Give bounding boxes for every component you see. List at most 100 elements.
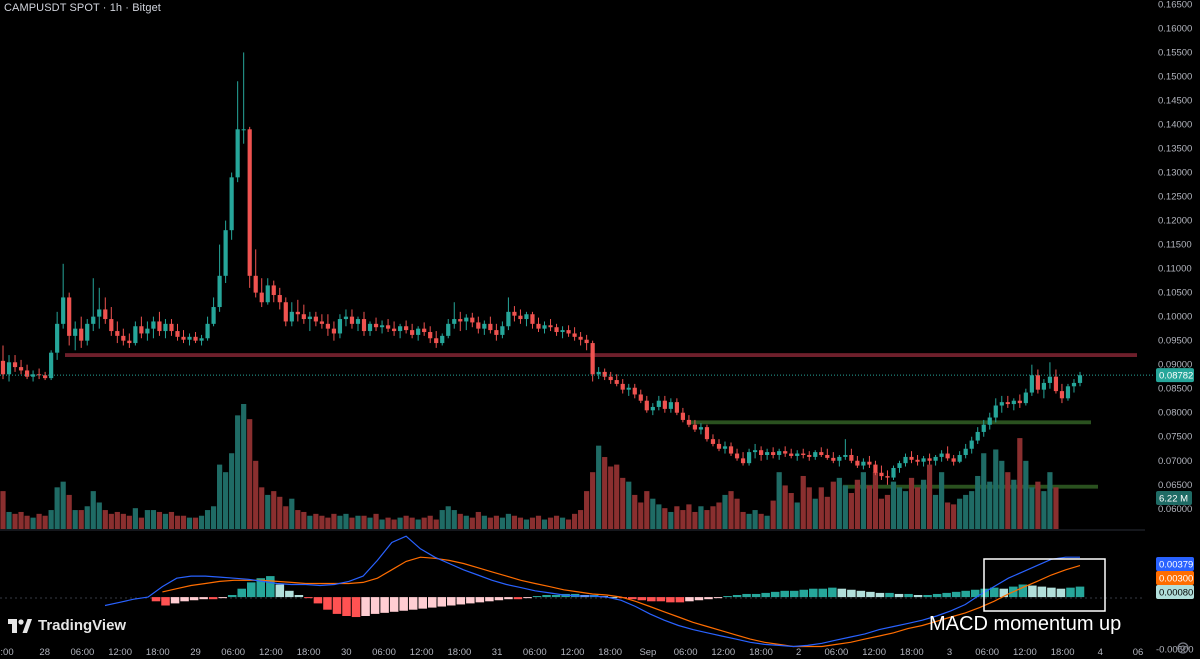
macd-histogram-bar <box>742 593 751 598</box>
macd-histogram-bar <box>551 595 561 598</box>
candle-body <box>289 311 294 322</box>
candle-body <box>145 328 150 334</box>
macd-histogram-bar <box>847 589 856 598</box>
macd-histogram-bar <box>704 597 713 600</box>
volume-bar <box>752 510 758 529</box>
macd-histogram-bar <box>447 597 456 606</box>
volume-bar <box>692 511 698 529</box>
volume-bar <box>162 513 169 529</box>
macd-histogram-bar <box>875 592 885 598</box>
macd-histogram-bar <box>713 597 723 599</box>
candle-body <box>698 427 704 430</box>
candle-body <box>199 338 204 341</box>
price-tick-label: 0.07500 <box>1158 432 1192 443</box>
macd-histogram-bar <box>218 597 227 599</box>
candle-body <box>343 316 349 320</box>
time-tick-label: 06:00 <box>221 647 245 658</box>
macd-histogram-bar <box>351 597 361 618</box>
volume-bar <box>1047 472 1053 529</box>
volume-bar <box>854 479 860 529</box>
volume-bar <box>571 513 578 529</box>
volume-bar <box>662 508 668 529</box>
candle-body <box>410 330 415 335</box>
time-tick-label: 2 <box>796 647 801 658</box>
price-tick-label: 0.14500 <box>1158 95 1192 106</box>
macd-histogram-bar <box>1075 586 1085 598</box>
macd-histogram-bar <box>818 588 828 598</box>
macd-histogram-bar <box>199 597 208 600</box>
macd-histogram-bar <box>437 597 447 607</box>
candle-body <box>656 400 661 407</box>
candle-body <box>295 311 300 315</box>
macd-histogram-bar <box>170 597 180 604</box>
volume-bar <box>602 457 608 529</box>
volume-bar <box>72 510 78 529</box>
candle-body <box>127 340 132 344</box>
volume-bar <box>204 510 211 529</box>
macd-histogram-bar <box>256 578 266 598</box>
candle-body <box>181 336 186 340</box>
volume-bar <box>223 472 229 529</box>
candle-body <box>686 419 692 425</box>
volume-bar <box>415 519 421 529</box>
volume-bar <box>782 485 788 529</box>
candle-body <box>43 375 48 379</box>
tradingview-logo-text: TradingView <box>38 617 127 634</box>
price-axis[interactable]: 0.16500 0.16000 0.15500 0.15000 0.14500 0.140… <box>1158 0 1192 515</box>
macd-histogram-bar <box>1028 585 1037 598</box>
macd-histogram-bar <box>475 597 485 603</box>
volume-bar <box>499 517 505 529</box>
symbol-title[interactable]: CAMPUSDT SPOT · 1h · Bitget <box>4 2 161 14</box>
candle-body <box>331 328 337 334</box>
volume-bar <box>487 517 493 529</box>
time-tick-label: 06:00 <box>825 647 849 658</box>
macd-histogram-bar <box>427 597 437 608</box>
macd-histogram-bar <box>532 596 542 598</box>
candle-body <box>452 319 457 324</box>
macd-histogram-bar <box>294 595 304 598</box>
volume-bar <box>890 481 897 529</box>
settings-icon[interactable] <box>1176 641 1190 655</box>
volume-bar <box>957 498 963 529</box>
candle-body <box>506 311 511 327</box>
tradingview-logo[interactable]: TradingView <box>8 617 126 634</box>
volume-bar <box>818 487 824 529</box>
volume-bar <box>1005 472 1011 529</box>
volume-bar <box>975 475 981 529</box>
volume-bar <box>210 506 217 529</box>
macd-axis[interactable]: -0.00500 <box>1156 645 1194 656</box>
volume-bar <box>367 517 373 529</box>
candle-body <box>578 336 583 340</box>
candle-body <box>6 362 12 375</box>
price-tick-label: 0.16500 <box>1158 0 1192 10</box>
time-tick-label: 18:00 <box>448 647 472 658</box>
macd-histogram-bar <box>999 588 1009 598</box>
candle-body <box>650 406 655 411</box>
candle-body <box>373 323 379 328</box>
candle-body <box>602 371 607 377</box>
macd-histogram-bar <box>866 591 875 598</box>
time-tick-label: 12:00 <box>108 647 132 658</box>
volume-bar <box>42 515 48 529</box>
volume-bar <box>138 517 144 529</box>
candle-body <box>271 285 276 296</box>
time-tick-label: 18:00 <box>146 647 170 658</box>
volume-bar <box>963 494 969 529</box>
volume-bar <box>848 493 854 529</box>
volume-bar <box>1029 487 1035 529</box>
price-tick-label: 0.12000 <box>1158 216 1192 227</box>
candle-body <box>566 330 571 334</box>
macd-histogram-bar <box>542 595 551 598</box>
volume-bar <box>421 517 427 529</box>
volume-bar <box>403 515 409 529</box>
price-tick-label: 0.06000 <box>1158 504 1192 515</box>
macd-histogram-bar <box>227 595 237 598</box>
macd-histogram-bar <box>723 596 732 598</box>
price-tick-label: 0.14000 <box>1158 119 1192 130</box>
time-axis[interactable]: :00 28 06:00 12:00 18:00 29 06:00 12:00 18:00 30 0… <box>0 647 1143 658</box>
volume-bar <box>241 404 247 529</box>
volume-bar <box>939 472 945 529</box>
price-tick-label: 0.15500 <box>1158 47 1192 58</box>
volume-bar <box>247 419 253 529</box>
